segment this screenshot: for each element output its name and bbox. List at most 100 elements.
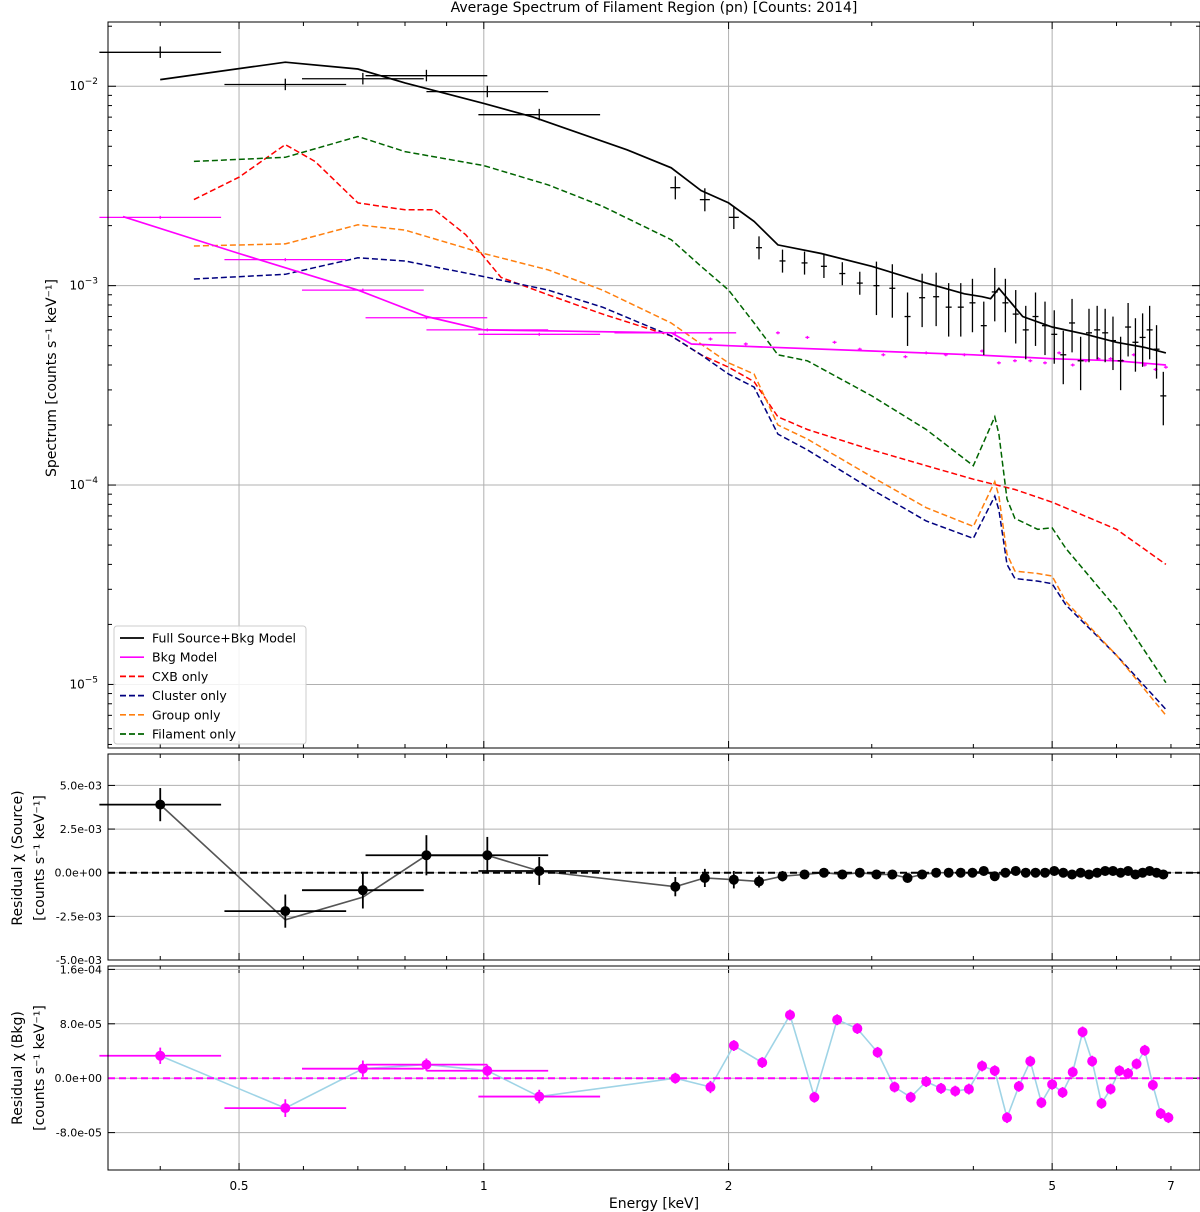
residual-point [785,1009,796,1020]
residual-point [921,1076,932,1087]
plot-area [108,966,1200,1170]
residual-point [943,867,954,878]
residual-point [1025,1056,1036,1067]
residual-point [670,1073,681,1084]
y-tick-label: 8.0e-05 [60,1018,102,1031]
residual-point [852,1023,863,1034]
residual-point [887,869,898,880]
residual-point [1114,1065,1125,1076]
residual-point [936,1083,947,1094]
residual-point [754,876,765,887]
residual-point [421,850,432,861]
residual-point [699,872,710,883]
x-tick-label: 7 [1167,1179,1175,1193]
residual-point [1123,1068,1134,1079]
residual-point [757,1057,768,1068]
residual-point [534,1091,545,1102]
residual-point [482,850,493,861]
legend-box [113,625,307,745]
residual-point [978,865,989,876]
residual-point [967,867,978,878]
series-line-group-only [193,224,1167,716]
x-tick-label: 2 [725,1179,733,1193]
y-tick-label: -8.0e-05 [56,1127,102,1140]
residual-point [832,1014,843,1025]
residual-point [1115,867,1126,878]
residual-point [989,1065,1000,1076]
legend-label: Filament only [152,727,237,742]
legend-label: CXB only [152,669,209,684]
source-residual-y-axis-label: Residual χ (Source) [10,790,26,925]
residual-point [705,1082,716,1093]
y-tick-label: 1.6e-04 [60,963,102,976]
legend-label: Bkg Model [152,650,217,665]
residual-point [1013,1081,1024,1092]
residual-point [854,867,865,878]
residual-point [871,869,882,880]
x-tick-label: 0.5 [229,1179,248,1193]
residual-point [1067,869,1078,880]
series-line-bkg-model [122,215,1166,366]
residual-point [482,1065,493,1076]
residual-point [1107,865,1118,876]
residual-point [963,1084,974,1095]
residual-point [357,1063,368,1074]
y-tick-label: 10−3 [69,277,98,293]
residual-point [818,867,829,878]
y-tick-label: -2.5e-03 [56,910,102,923]
residual-panel-frame [107,753,1200,961]
residual-point [1040,867,1051,878]
residual-point [872,1047,883,1058]
y-tick-label: 10−2 [69,77,98,93]
residual-point [1030,867,1041,878]
residual-point [1001,1112,1012,1123]
residual-point [1049,865,1060,876]
residual-point [977,1060,988,1071]
series-line-cluster-only [193,257,1167,710]
residual-point [777,871,788,882]
residual-point [1096,1098,1107,1109]
bkg-residual-panel: 1.6e-04 8.0e-05 0.0e+00 -8.0e-05 0.5 1 2 5 7 [55,963,1200,1193]
x-tick-label: 5 [1048,1179,1056,1193]
legend-label: Group only [152,707,221,722]
y-tick-label: 2.5e-03 [60,823,102,836]
residual-point [1010,865,1021,876]
residual-point [421,1059,432,1070]
series-line-full-source-bkg-model [160,61,1167,354]
residual-point [809,1092,820,1103]
residual-panel-frame [107,965,1200,1171]
residual-point [1077,1026,1088,1037]
residual-point [155,1050,166,1061]
residual-point [1147,1080,1158,1090]
series-line-filament-only [193,135,1167,684]
residual-point [837,869,848,880]
residual-point [950,1086,961,1097]
residual-point [799,869,810,880]
legend-label: Cluster only [152,688,227,703]
spectrum-panel-frame [107,21,1200,749]
residual-point [1047,1079,1058,1090]
y-tick-label: -5.0e-03 [56,954,102,967]
residual-point [280,1103,291,1114]
residual-point [1083,869,1094,880]
residual-point [1100,865,1111,876]
residual-point [1057,1087,1068,1098]
residual-point [728,874,739,885]
y-tick-label: 0.0e+00 [55,867,102,880]
residual-point [1058,867,1069,878]
residual-point [1105,1084,1116,1095]
y-tick-label: 5.0e-03 [60,779,102,792]
legend-label: Full Source+Bkg Model [152,631,296,646]
spectrum-y-axis-label: Spectrum [counts s⁻¹ keV⁻¹] [44,279,60,477]
y-tick-label: 10−5 [69,675,98,691]
y-tick-label: 0.0e+00 [55,1072,102,1085]
residual-point [1158,869,1169,880]
residual-point [902,872,913,883]
plot-area [108,754,1200,960]
chart-title: Average Spectrum of Filament Region (pn)… [451,0,858,16]
residual-point [534,865,545,876]
source-residual-panel: 5.0e-03 2.5e-03 0.0e+00 -2.5e-03 -5.0e-03 [55,753,1200,967]
residual-point [1067,1067,1078,1078]
residual-point [155,799,166,810]
